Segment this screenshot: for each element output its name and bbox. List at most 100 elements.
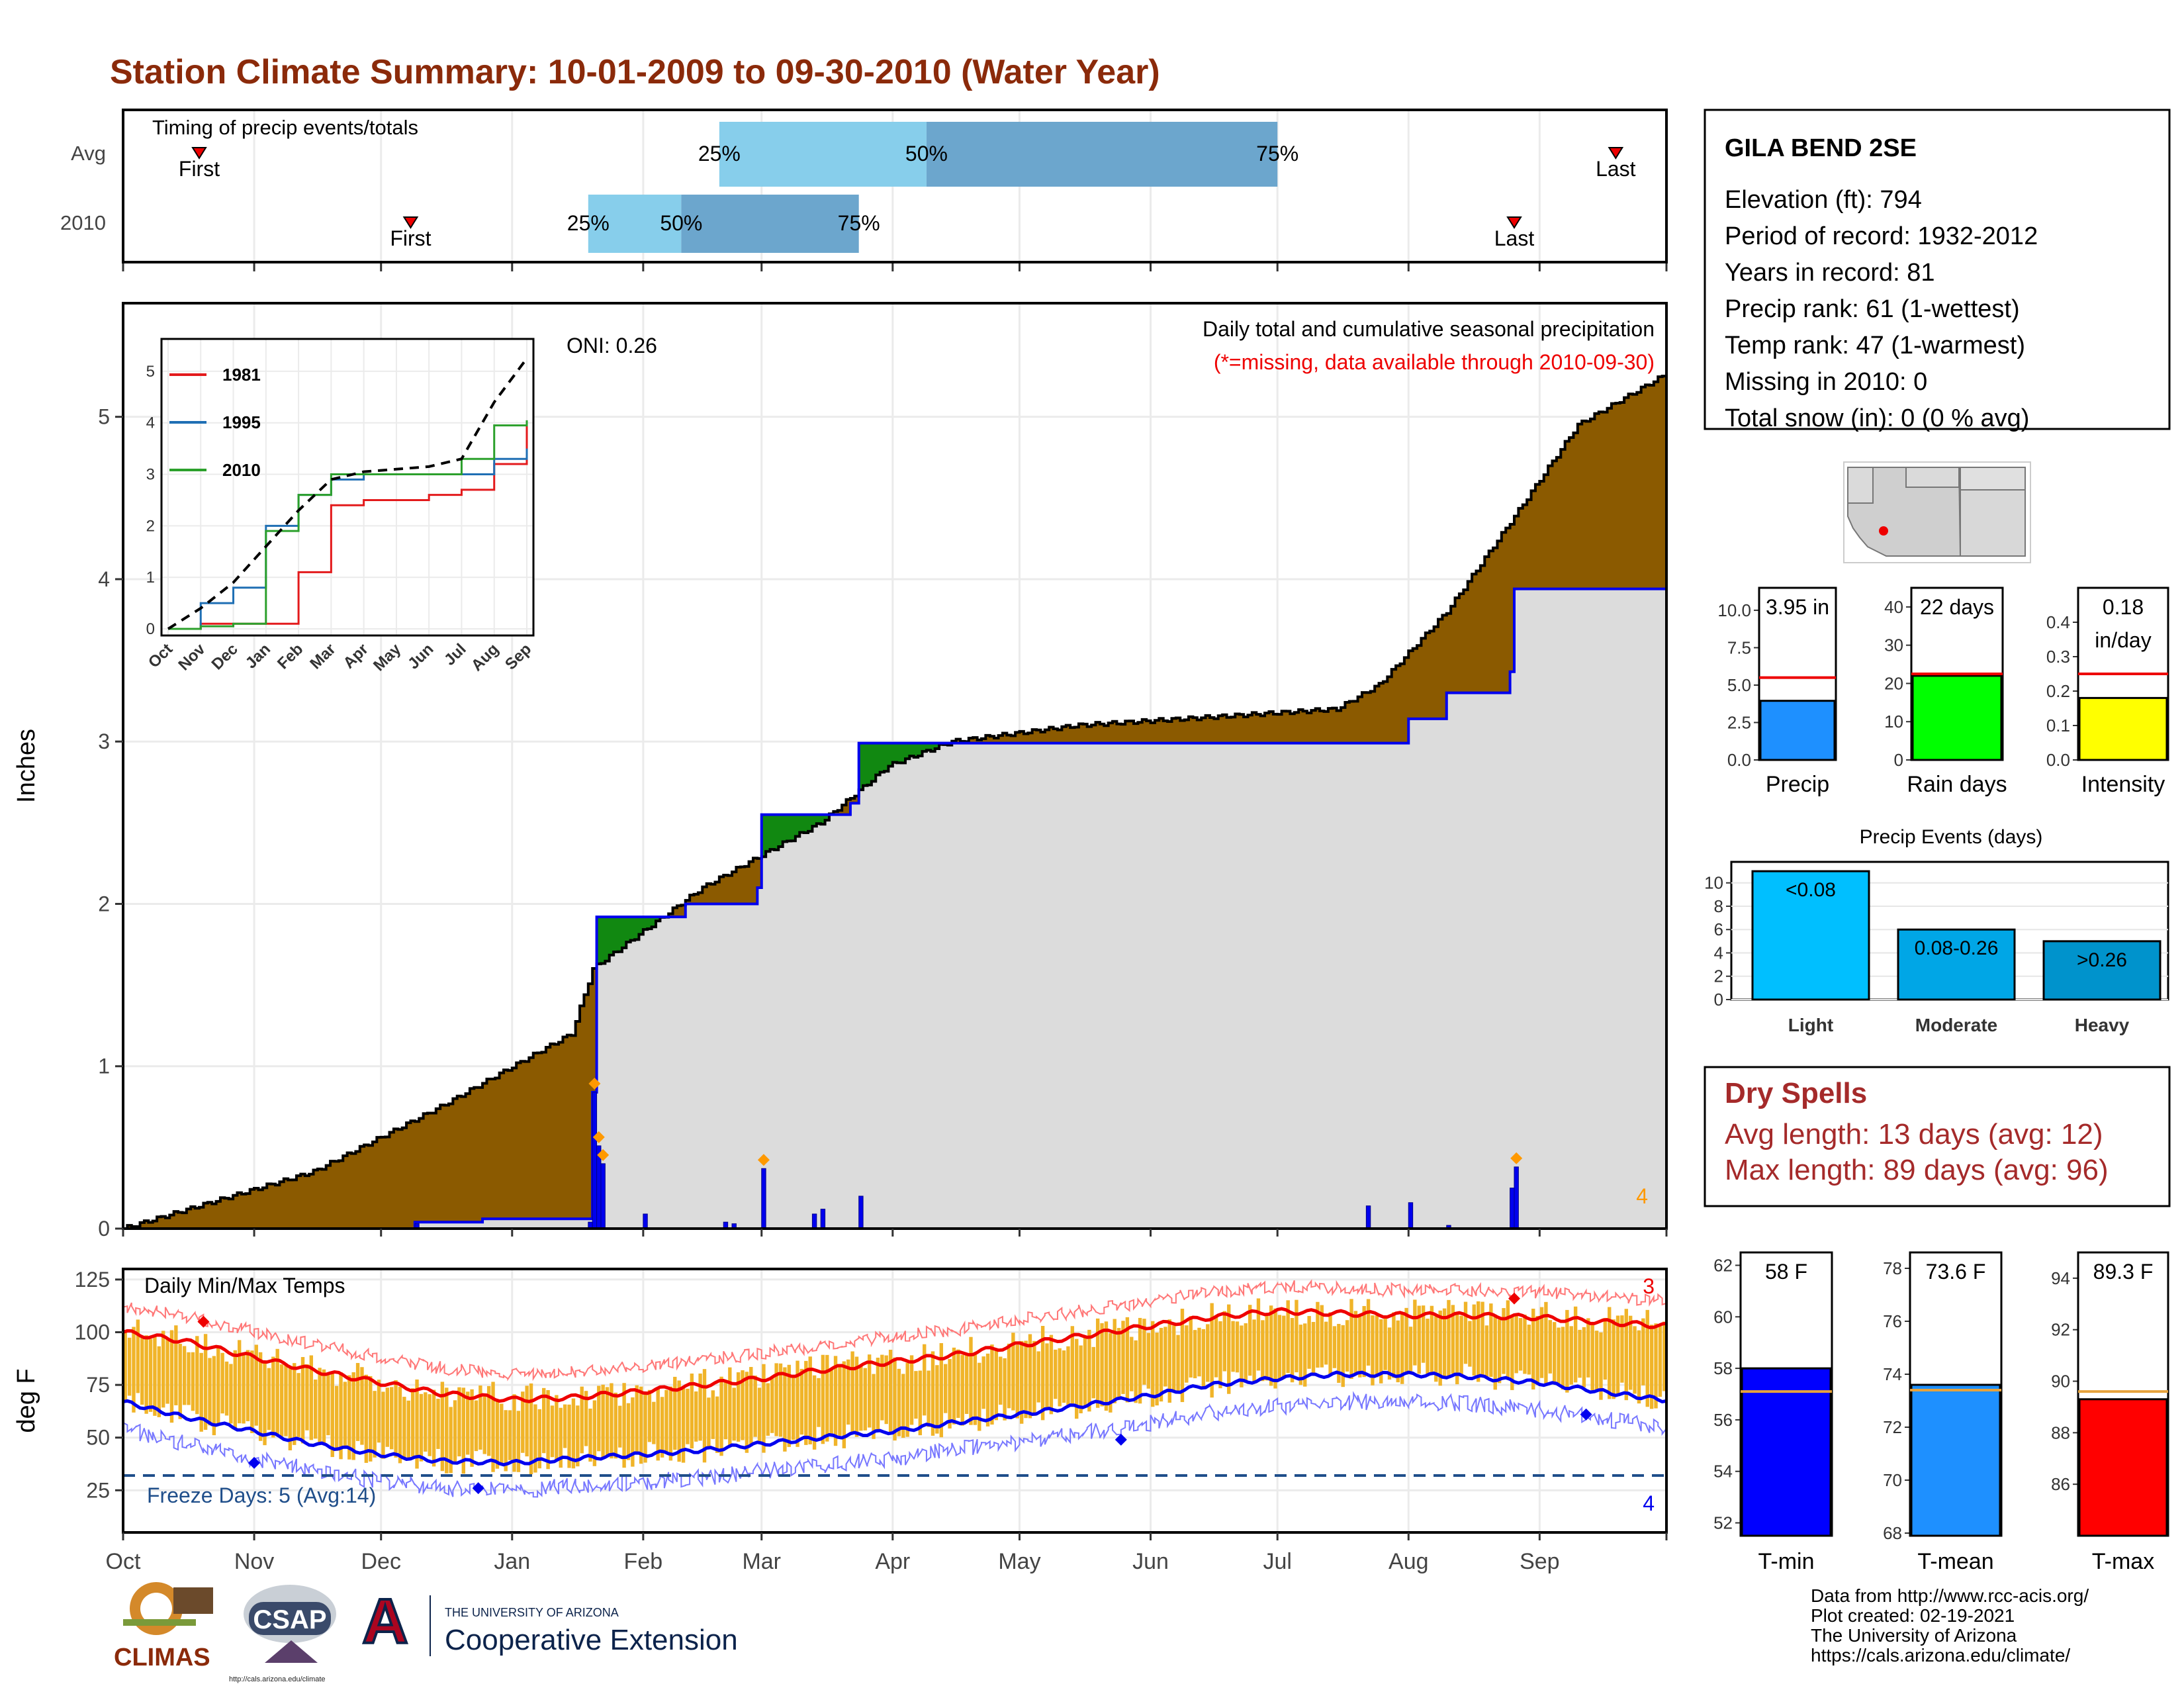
inset-series-line bbox=[167, 357, 528, 630]
station-location-dot bbox=[1879, 526, 1888, 536]
inset-y-tick-label: 3 bbox=[146, 466, 155, 484]
daily-temp-bar bbox=[1121, 1321, 1125, 1394]
precip-daily-bar bbox=[643, 1213, 648, 1229]
temp-y-tick-label: 75 bbox=[86, 1373, 110, 1397]
daily-temp-bar bbox=[766, 1383, 770, 1436]
daily-temp-bar bbox=[918, 1370, 923, 1436]
daily-temp-bar bbox=[1011, 1333, 1015, 1411]
daily-temp-bar bbox=[1628, 1315, 1633, 1390]
normal-min-line bbox=[123, 1370, 1666, 1467]
timing-title: Timing of precip events/totals bbox=[152, 116, 418, 139]
mini-y-tick-label: 70 bbox=[1883, 1470, 1902, 1490]
record-high-marker bbox=[1508, 1292, 1520, 1305]
daily-temp-bar bbox=[500, 1403, 504, 1463]
timing-percent-label: 50% bbox=[660, 211, 702, 235]
station-missing: Missing in 2010: 0 bbox=[1725, 368, 1927, 396]
daily-temp-bar bbox=[242, 1353, 246, 1424]
daily-temp-bar bbox=[778, 1363, 783, 1437]
timing-percent-label: 25% bbox=[567, 211, 610, 235]
daily-temp-bar bbox=[1658, 1325, 1662, 1397]
daily-temp-bar bbox=[322, 1369, 326, 1445]
daily-temp-bar bbox=[449, 1407, 453, 1474]
daily-temp-bar bbox=[1463, 1301, 1468, 1364]
daily-temp-bar bbox=[567, 1404, 571, 1468]
record-low-marker bbox=[1580, 1408, 1592, 1421]
mini-y-tick-label: 60 bbox=[1713, 1307, 1733, 1327]
daily-temp-bar bbox=[842, 1361, 846, 1448]
month-axis-label: May bbox=[998, 1549, 1040, 1574]
precip-record-marker bbox=[757, 1154, 770, 1166]
daily-temp-bar bbox=[314, 1380, 318, 1439]
daily-temp-bar bbox=[461, 1387, 466, 1474]
mini-panel-label: Precip bbox=[1766, 772, 1829, 797]
events-y-tick-label: 8 bbox=[1714, 896, 1723, 916]
normal-max-line bbox=[123, 1307, 1666, 1403]
daily-temp-bar bbox=[326, 1374, 330, 1436]
daily-temp-bar bbox=[1489, 1303, 1493, 1377]
timing-bar-y2010-25-50 bbox=[588, 195, 682, 253]
daily-temp-bar bbox=[1070, 1326, 1075, 1405]
daily-temp-bar bbox=[626, 1403, 631, 1460]
daily-temp-bar bbox=[246, 1350, 250, 1421]
daily-temp-bar bbox=[787, 1364, 791, 1447]
daily-temp-bar bbox=[1404, 1307, 1408, 1375]
precip-actual-area bbox=[123, 588, 1666, 1229]
daily-temp-bar bbox=[1527, 1325, 1531, 1375]
daily-temp-bar bbox=[364, 1374, 369, 1463]
daily-temp-bar bbox=[711, 1390, 715, 1439]
mini-y-tick-label: 40 bbox=[1884, 597, 1903, 617]
daily-temp-bar bbox=[660, 1397, 664, 1458]
daily-temp-bar bbox=[605, 1387, 610, 1456]
precip-record-marker bbox=[1510, 1152, 1523, 1164]
timing-bar-y2010-50-75 bbox=[681, 195, 859, 253]
mini-value-bar bbox=[1911, 675, 2003, 761]
precip-daily-bar bbox=[1365, 1205, 1371, 1229]
mini-y-tick-label: 5.0 bbox=[1727, 675, 1751, 695]
daily-temp-bar bbox=[203, 1334, 208, 1430]
daily-temp-bar bbox=[850, 1351, 854, 1432]
daily-temp-bar bbox=[1459, 1315, 1463, 1376]
daily-temp-bar bbox=[964, 1354, 969, 1414]
daily-temp-bar bbox=[1531, 1308, 1535, 1390]
mini-y-tick-label: 88 bbox=[2051, 1423, 2070, 1442]
daily-temp-bar bbox=[1324, 1321, 1328, 1365]
mini-y-tick-label: 58 bbox=[1713, 1358, 1733, 1378]
daily-temp-bar bbox=[1007, 1343, 1011, 1409]
daily-temp-bar bbox=[208, 1358, 212, 1426]
precip-panel: 0 1 2 3 4 5 Inches Daily total and cumulative… bbox=[13, 302, 1668, 1241]
events-y-tick-label: 0 bbox=[1714, 990, 1723, 1009]
daily-temp-bar bbox=[1138, 1317, 1142, 1404]
daily-temp-bar bbox=[812, 1375, 817, 1450]
daily-temp-bar bbox=[664, 1389, 668, 1452]
daily-temp-bar bbox=[402, 1397, 406, 1458]
daily-temp-bar bbox=[1167, 1319, 1171, 1403]
daily-temp-bar bbox=[783, 1367, 787, 1452]
mini-y-tick-label: 10.0 bbox=[1717, 600, 1751, 620]
daily-temp-bar bbox=[981, 1356, 985, 1409]
daily-temp-bar bbox=[935, 1365, 939, 1434]
daily-temp-bar bbox=[339, 1372, 343, 1460]
timing-first-marker bbox=[191, 147, 207, 160]
daily-temp-bar bbox=[719, 1376, 723, 1456]
daily-temp-bar bbox=[1222, 1311, 1227, 1372]
daily-temp-bar bbox=[880, 1354, 884, 1421]
mini-y-tick-label: 20 bbox=[1884, 673, 1903, 693]
footer-university: The University of Arizona bbox=[1811, 1625, 2017, 1646]
daily-temp-bar bbox=[1612, 1319, 1615, 1399]
inset-x-tick-label: Sep bbox=[502, 640, 535, 673]
daily-temp-bar bbox=[1434, 1316, 1438, 1382]
dry-spells-box: Dry Spells Avg length: 13 days (avg: 12)… bbox=[1704, 1066, 2171, 1207]
mini-y-tick-label: 0.2 bbox=[2046, 681, 2070, 701]
dry-spells-max: Max length: 89 days (avg: 96) bbox=[1725, 1154, 2109, 1186]
daily-temp-bar bbox=[415, 1379, 419, 1469]
daily-temp-bar bbox=[1539, 1307, 1544, 1378]
daily-temp-bar bbox=[491, 1382, 495, 1472]
daily-temp-bar bbox=[897, 1368, 901, 1436]
daily-temp-bar bbox=[169, 1330, 174, 1423]
timing-bar-avg-25-50 bbox=[719, 122, 927, 187]
inset-x-tick-label: Dec bbox=[208, 640, 242, 673]
daily-temp-bar bbox=[1109, 1333, 1113, 1413]
timing-last-marker bbox=[1506, 216, 1522, 229]
mini-panel-label: T-mean bbox=[1917, 1549, 1993, 1574]
ua-small-text: THE UNIVERSITY OF ARIZONA bbox=[445, 1606, 619, 1619]
